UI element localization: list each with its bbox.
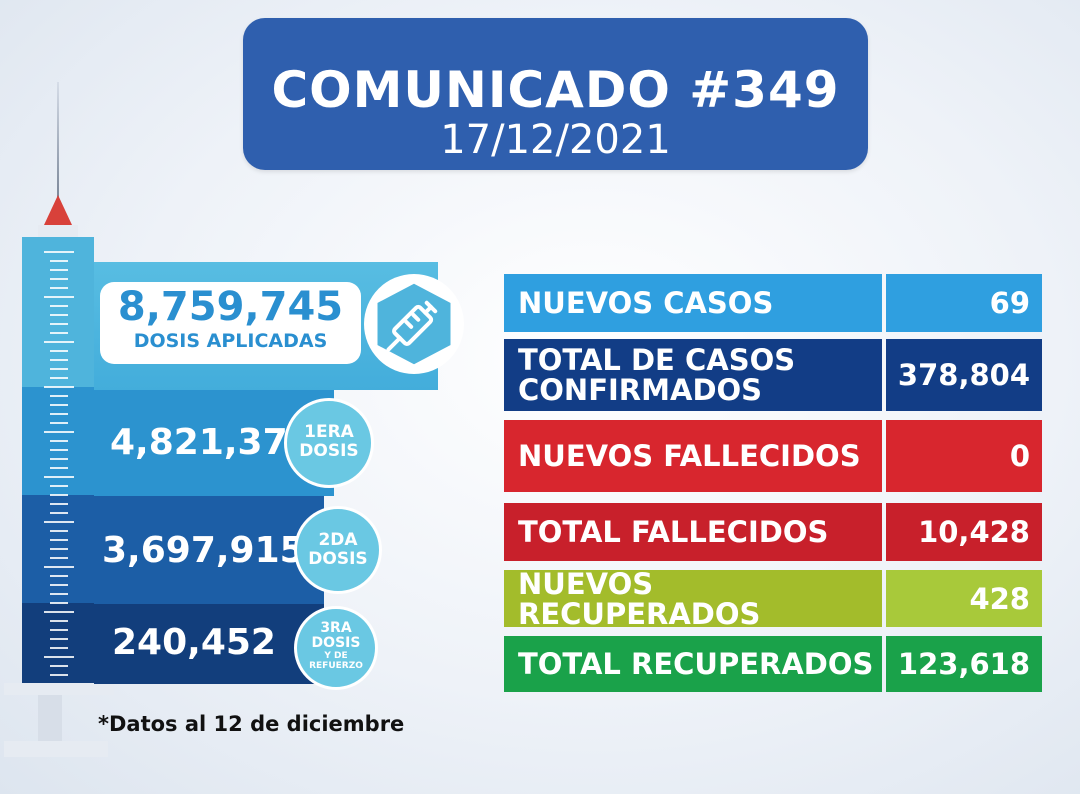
syringe-tick bbox=[50, 278, 68, 280]
plunger-base bbox=[4, 741, 108, 757]
syringe-tick bbox=[50, 584, 68, 586]
stat-row-total-recovered: TOTAL RECUPERADOS 123,618 bbox=[504, 636, 1042, 692]
syringe-needle bbox=[57, 82, 59, 200]
dose-3-band bbox=[94, 604, 324, 684]
stat-label: NUEVOS RECUPERADOS bbox=[504, 569, 882, 629]
header-banner: COMUNICADO #349 17/12/2021 bbox=[243, 18, 868, 170]
stat-label: TOTAL DE CASOS CONFIRMADOS bbox=[504, 339, 882, 411]
stat-row-new-cases: NUEVOS CASOS 69 bbox=[504, 274, 1042, 332]
page-title: COMUNICADO #349 bbox=[271, 61, 840, 119]
syringe-tick bbox=[50, 314, 68, 316]
syringe-neck bbox=[38, 225, 78, 237]
total-doses-label: DOSIS APLICADAS bbox=[133, 330, 328, 352]
stat-row-total-cases: TOTAL DE CASOS CONFIRMADOS 378,804 bbox=[504, 339, 1042, 411]
dose-2-value: 3,697,915 bbox=[102, 530, 305, 571]
syringe-tick bbox=[50, 557, 68, 559]
syringe-tick bbox=[50, 629, 68, 631]
syringe-tick bbox=[50, 260, 68, 262]
syringe-tick bbox=[50, 458, 68, 460]
data-footnote: *Datos al 12 de diciembre bbox=[98, 712, 405, 736]
syringe-tick bbox=[50, 539, 68, 541]
syringe-tick bbox=[50, 638, 68, 640]
syringe-tick bbox=[44, 611, 74, 613]
syringe-tick bbox=[50, 440, 68, 442]
dose-3-value: 240,452 bbox=[112, 622, 276, 663]
syringe-tick bbox=[50, 503, 68, 505]
syringe-tick bbox=[50, 368, 68, 370]
dose-2-band bbox=[94, 496, 324, 604]
syringe-tick bbox=[50, 674, 68, 676]
dose-1-value: 4,821,378 bbox=[110, 422, 313, 463]
total-doses-value: 8,759,745 bbox=[117, 284, 344, 330]
syringe-tick bbox=[50, 350, 68, 352]
syringe-tick bbox=[50, 593, 68, 595]
stat-value: 69 bbox=[886, 274, 1042, 332]
syringe-tick bbox=[50, 395, 68, 397]
syringe-tick bbox=[50, 467, 68, 469]
syringe-tick bbox=[50, 647, 68, 649]
dose-1-badge: 1ERA DOSIS bbox=[284, 398, 374, 488]
syringe-tick bbox=[50, 323, 68, 325]
syringe-tick bbox=[50, 332, 68, 334]
syringe-tick bbox=[50, 377, 68, 379]
syringe-tick bbox=[44, 656, 74, 658]
syringe-tick bbox=[50, 512, 68, 514]
plunger-rod bbox=[38, 695, 62, 741]
syringe-tick bbox=[44, 251, 74, 253]
syringe-tick bbox=[44, 476, 74, 478]
syringe-tip bbox=[44, 195, 72, 225]
syringe-tick bbox=[50, 287, 68, 289]
syringe-tick bbox=[44, 521, 74, 523]
report-date: 17/12/2021 bbox=[440, 117, 671, 163]
syringe-tick bbox=[44, 296, 74, 298]
total-doses-box: 8,759,745 DOSIS APLICADAS bbox=[100, 282, 361, 364]
syringe-tick bbox=[50, 494, 68, 496]
stat-label: NUEVOS CASOS bbox=[504, 274, 882, 332]
syringe-tick bbox=[50, 413, 68, 415]
syringe-tick bbox=[44, 566, 74, 568]
stat-value: 378,804 bbox=[886, 339, 1042, 411]
stat-label: NUEVOS FALLECIDOS bbox=[504, 420, 882, 492]
stat-row-new-deaths: NUEVOS FALLECIDOS 0 bbox=[504, 420, 1042, 492]
syringe-tick bbox=[44, 431, 74, 433]
syringe-icon bbox=[364, 274, 464, 374]
syringe-tick bbox=[44, 386, 74, 388]
stat-value: 428 bbox=[886, 570, 1042, 627]
stat-value: 0 bbox=[886, 420, 1042, 492]
syringe-tick bbox=[50, 620, 68, 622]
dose-2-badge: 2DA DOSIS bbox=[294, 506, 382, 594]
syringe-tick bbox=[50, 485, 68, 487]
syringe-tick bbox=[50, 404, 68, 406]
stat-value: 123,618 bbox=[886, 636, 1042, 692]
stat-label: TOTAL RECUPERADOS bbox=[504, 636, 882, 692]
syringe-tick bbox=[50, 269, 68, 271]
syringe-tick bbox=[50, 665, 68, 667]
plunger-handle bbox=[4, 683, 114, 695]
syringe-barrel bbox=[22, 237, 94, 684]
dose-3-badge: 3RA DOSIS Y DE REFUERZO bbox=[294, 606, 378, 690]
syringe-tick bbox=[50, 602, 68, 604]
stat-row-total-deaths: TOTAL FALLECIDOS 10,428 bbox=[504, 503, 1042, 561]
syringe-tick bbox=[50, 305, 68, 307]
stat-label: TOTAL FALLECIDOS bbox=[504, 503, 882, 561]
syringe-tick bbox=[50, 530, 68, 532]
stat-value: 10,428 bbox=[886, 503, 1042, 561]
syringe-tick bbox=[50, 449, 68, 451]
syringe-tick bbox=[50, 575, 68, 577]
stat-row-new-recovered: NUEVOS RECUPERADOS 428 bbox=[504, 569, 1042, 629]
syringe-tick bbox=[50, 548, 68, 550]
syringe-tick bbox=[44, 341, 74, 343]
syringe-tick bbox=[50, 359, 68, 361]
syringe-tick bbox=[50, 422, 68, 424]
